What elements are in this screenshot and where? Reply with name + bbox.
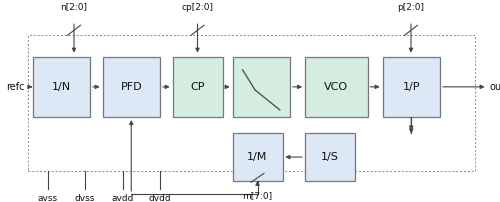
Bar xyxy=(382,57,440,117)
Text: 1/N: 1/N xyxy=(52,82,71,92)
Bar xyxy=(28,35,475,171)
Text: cp[2:0]: cp[2:0] xyxy=(182,3,214,12)
Bar xyxy=(232,133,282,181)
Bar xyxy=(305,57,368,117)
Bar xyxy=(102,57,160,117)
Text: p[2:0]: p[2:0] xyxy=(398,3,424,12)
Text: CP: CP xyxy=(190,82,205,92)
Text: n[2:0]: n[2:0] xyxy=(60,3,88,12)
Bar xyxy=(32,57,90,117)
Text: refc: refc xyxy=(6,82,25,92)
Bar xyxy=(232,57,290,117)
Bar xyxy=(305,133,355,181)
Text: m[7:0]: m[7:0] xyxy=(242,191,272,200)
Text: outclk: outclk xyxy=(489,82,500,92)
Text: avss: avss xyxy=(38,194,58,202)
Text: 1/M: 1/M xyxy=(248,152,268,162)
Text: 1/S: 1/S xyxy=(321,152,339,162)
Text: PFD: PFD xyxy=(120,82,142,92)
Text: dvss: dvss xyxy=(75,194,95,202)
Text: avdd: avdd xyxy=(112,194,134,202)
Text: dvdd: dvdd xyxy=(148,194,172,202)
Text: 1/P: 1/P xyxy=(402,82,420,92)
Bar xyxy=(172,57,222,117)
Text: VCO: VCO xyxy=(324,82,348,92)
